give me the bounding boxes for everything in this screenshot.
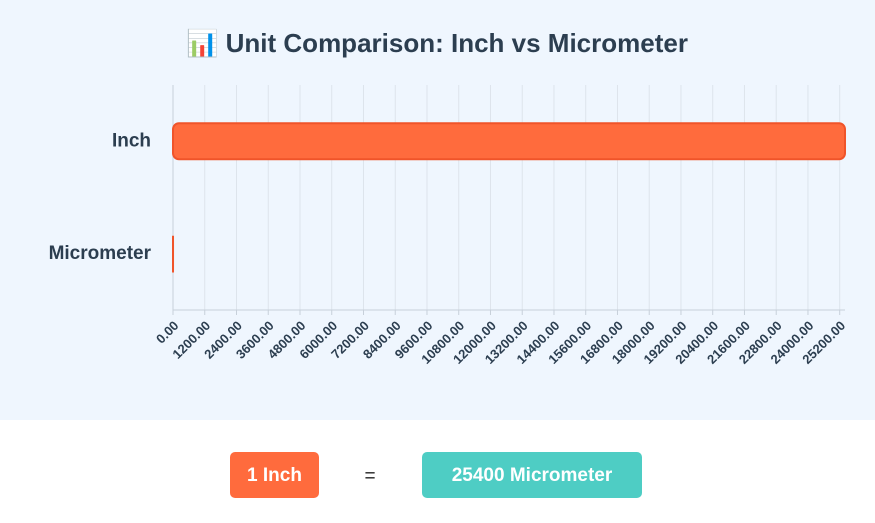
- from-text: 1 Inch: [247, 465, 302, 486]
- to-badge: [422, 452, 642, 498]
- chart-panel: [0, 0, 875, 420]
- y-tick-label: Micrometer: [49, 243, 152, 264]
- bar: [172, 122, 846, 161]
- equals: =: [364, 466, 375, 487]
- chart-title: 📊 Unit Comparison: Inch vs Micrometer: [186, 28, 688, 58]
- to-text: 25400 Micrometer: [452, 465, 613, 486]
- from-badge: [230, 452, 319, 498]
- y-tick-label: Inch: [112, 130, 151, 151]
